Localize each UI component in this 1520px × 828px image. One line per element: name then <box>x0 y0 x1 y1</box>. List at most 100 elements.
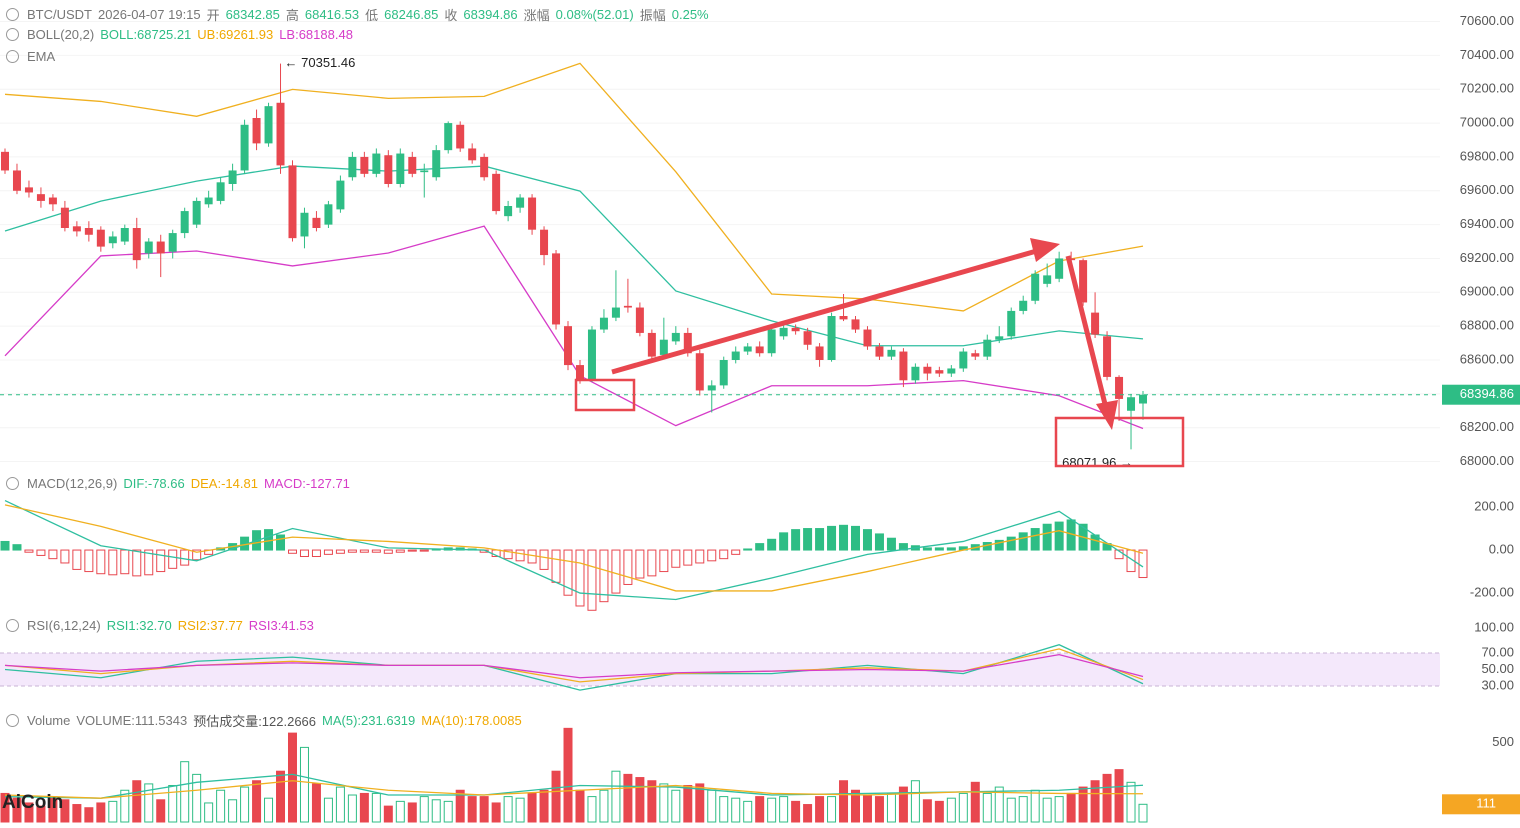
volume-bar <box>24 802 34 823</box>
candle-body <box>1019 300 1028 311</box>
macd-bar <box>180 549 190 566</box>
candle-body <box>432 150 441 178</box>
legend-item: MA(5):231.6319 <box>322 713 416 728</box>
candle-body <box>324 204 333 225</box>
macd-bar <box>1006 536 1016 551</box>
volume-bar <box>994 786 1004 823</box>
legend-item: RSI1:32.70 <box>106 618 172 633</box>
macd-bar <box>156 549 166 573</box>
candle-body <box>144 241 153 254</box>
legend-row: EMA <box>6 49 55 64</box>
macd-bar <box>671 549 681 568</box>
volume-bar <box>623 773 633 823</box>
macd-bar <box>587 549 597 611</box>
volume-bar <box>1066 792 1076 823</box>
macd-bar <box>335 549 345 554</box>
candle-body <box>1139 394 1147 404</box>
volume-bar <box>1126 781 1136 823</box>
volume-bar <box>72 804 82 823</box>
boll-line <box>4 225 1144 430</box>
candle-body <box>108 236 117 244</box>
candle-body <box>1007 310 1016 337</box>
y-tick-label: 69400.00 <box>1460 216 1514 231</box>
candle-body <box>132 228 141 261</box>
macd-bar <box>60 549 70 564</box>
legend-item: EMA <box>27 49 56 64</box>
candle-body <box>1055 258 1064 279</box>
high-annotation: ← 70351.46 <box>285 55 356 70</box>
macd-bar <box>12 544 22 551</box>
macd-bar <box>36 549 46 556</box>
macd-bar <box>994 539 1004 551</box>
volume-bar <box>108 800 118 823</box>
volume-bar <box>779 796 789 823</box>
legend-item: 涨幅 <box>523 8 550 23</box>
volume-bar <box>335 786 345 823</box>
legend-item: RSI2:37.77 <box>177 618 243 633</box>
macd-bar <box>539 549 549 570</box>
y-tick-label: 69800.00 <box>1460 148 1514 163</box>
volume-bar <box>287 732 297 823</box>
macd-bar <box>1030 528 1040 551</box>
last-price-label: 68394.86 <box>1460 386 1514 401</box>
volume-bar <box>671 789 681 823</box>
legend-item: VOLUME:111.5343 <box>76 713 188 728</box>
macd-bar <box>623 549 633 585</box>
macd-bar <box>683 549 693 566</box>
macd-bar <box>84 549 94 573</box>
volume-bar <box>36 805 46 823</box>
volume-bar <box>431 799 441 823</box>
macd-bar <box>851 525 861 551</box>
macd-bar <box>395 549 405 553</box>
volume-bar <box>839 780 849 823</box>
volume-bar <box>132 780 142 823</box>
last-price-tag <box>1442 384 1520 405</box>
candle-body <box>647 332 656 357</box>
y-tick-label: 68800.00 <box>1460 318 1514 333</box>
candle-body <box>528 197 537 230</box>
legend-row: MACD(12,26,9) DIF:-78.66 DEA:-14.81 MACD:-1… <box>6 476 350 491</box>
candle-body <box>420 170 429 173</box>
candle-body <box>228 170 237 184</box>
volume-bar <box>359 792 369 823</box>
macd-bar <box>827 525 837 551</box>
legend-item: 68246.85 <box>384 7 439 22</box>
candle-body <box>935 370 944 374</box>
macd-bar <box>731 549 741 555</box>
volume-bar <box>815 796 825 823</box>
volume-bar <box>791 800 801 823</box>
legend-item: 高 <box>285 8 299 23</box>
volume-bar <box>563 727 573 823</box>
arrow-head <box>1030 238 1060 262</box>
candle-body <box>791 327 800 332</box>
candle-body <box>947 368 956 374</box>
legend-item: 2026-04-07 19:15 <box>98 7 201 22</box>
macd-bar <box>743 548 753 551</box>
y-tick-label: 100.00 <box>1474 620 1514 635</box>
volume-bar <box>1114 769 1124 823</box>
macd-bar <box>934 547 944 551</box>
volume-bar <box>527 792 537 823</box>
legend-item: MA(10):178.0085 <box>421 713 522 728</box>
rsi-line <box>4 644 1144 691</box>
candle-body <box>971 353 980 357</box>
legend-item: BOLL:68725.21 <box>100 27 192 42</box>
macd-bar <box>299 549 309 558</box>
candle-body <box>803 331 812 345</box>
candle-body <box>863 329 872 347</box>
volume-bar <box>970 781 980 823</box>
candle-body <box>599 317 608 330</box>
candle-body <box>60 207 69 228</box>
candle-body <box>983 339 992 357</box>
volume-bar <box>1030 789 1040 823</box>
volume-bar <box>0 792 10 823</box>
candle-body <box>731 351 740 360</box>
macd-bar <box>719 549 729 560</box>
macd-bar <box>144 549 154 576</box>
volume-bar <box>156 799 166 823</box>
volume-bar <box>982 792 992 823</box>
candle-body <box>180 211 189 234</box>
volume-bar <box>276 770 286 823</box>
candle-body <box>587 329 596 381</box>
candle-body <box>36 194 45 201</box>
